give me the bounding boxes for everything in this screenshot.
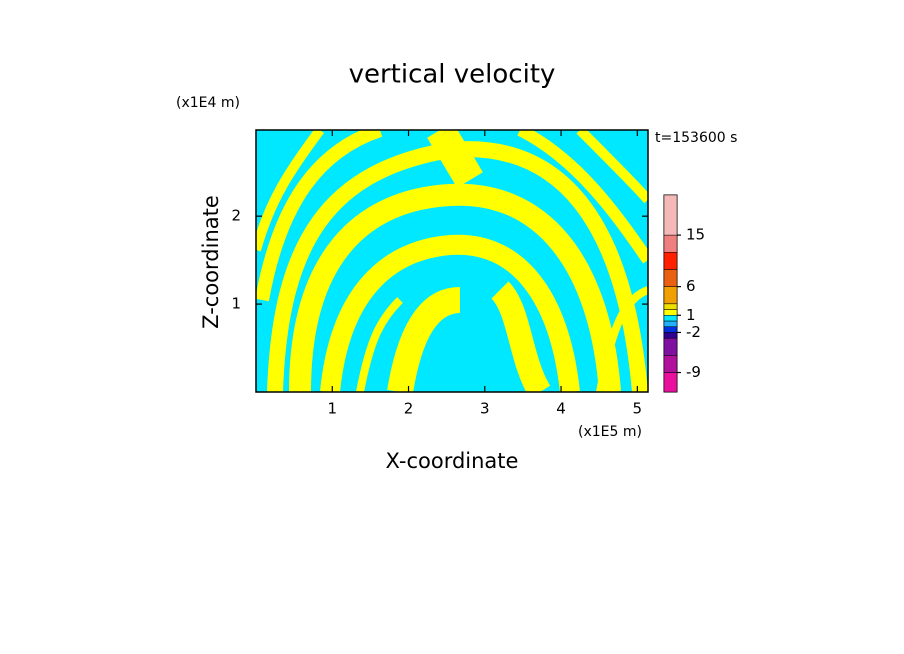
- x-tick-label: 4: [556, 400, 566, 418]
- colorbar-segment: [663, 332, 678, 339]
- colorbar-tick-label: 15: [686, 226, 705, 244]
- x-axis-label: X-coordinate: [386, 449, 519, 473]
- x-tick-label: 2: [404, 400, 414, 418]
- colorbar-segment: [663, 315, 678, 322]
- colorbar-segment: [663, 337, 678, 356]
- y-tick-label: 2: [231, 207, 241, 225]
- colorbar-segment: [663, 309, 678, 316]
- x-tick-label: 5: [633, 400, 643, 418]
- colorbar-segment: [663, 252, 678, 270]
- x-tick-label: 1: [327, 400, 337, 418]
- colorbar-segment: [663, 355, 678, 373]
- contour-field: [256, 130, 648, 392]
- colorbar-segment: [663, 234, 678, 253]
- colorbar-segment: [663, 303, 678, 310]
- colorbar-segment: [663, 326, 678, 333]
- y-tick-label: 1: [231, 295, 241, 313]
- x-tick-label: 3: [480, 400, 490, 418]
- annotation: t=153600 s: [655, 130, 737, 146]
- colorbar-tick-label: -9: [686, 363, 701, 381]
- y-axis-label: Z-coordinate: [199, 195, 223, 329]
- colorbar-tick-label: -2: [686, 323, 701, 341]
- y-unit: (x1E4 m): [176, 95, 240, 111]
- colorbar-segment: [663, 269, 678, 287]
- plot-frame: [255, 129, 649, 393]
- colorbar-segment: [663, 320, 678, 327]
- colorbar-tick-label: 6: [686, 277, 696, 295]
- chart-title: vertical velocity: [349, 60, 556, 90]
- colorbar-segment: [663, 372, 678, 393]
- colorbar-segment: [663, 194, 678, 236]
- colorbar-tick-label: 1: [686, 306, 696, 324]
- colorbar-segment: [663, 286, 678, 305]
- x-unit: (x1E5 m): [578, 424, 642, 440]
